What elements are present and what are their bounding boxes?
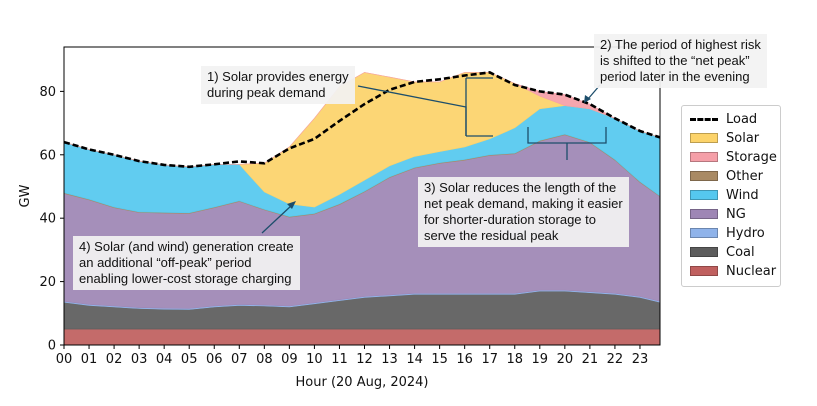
legend-label: Nuclear [726,263,777,279]
x-tick-label: 11 [331,352,348,367]
x-tick-label: 04 [156,352,173,367]
arrowhead-note4 [287,201,296,209]
legend-label: Wind [726,187,759,203]
legend-item-hydro: Hydro [690,224,765,242]
legend-item-solar: Solar [690,129,759,147]
arrow-note4 [261,204,293,234]
annotation-line: for shorter-duration storage to [424,212,596,227]
arrowhead-note2 [584,95,591,103]
annotation-storage: 3) Solar reduces the length of the net p… [418,177,629,247]
x-tick-label: 13 [381,352,398,367]
x-tick-label: 16 [456,352,473,367]
legend-item-storage: Storage [690,148,777,166]
legend-label: Storage [726,149,777,165]
x-tick-label: 05 [181,352,198,367]
x-tick-label: 00 [56,352,73,367]
annotation-off-peak: 4) Solar (and wind) generation create an… [73,236,300,290]
x-tick-label: 07 [231,352,248,367]
legend-item-ng: NG [690,205,746,223]
legend-swatch-coal [690,247,718,257]
y-axis-label: GW [18,184,33,207]
x-tick-label: 21 [582,352,599,367]
legend-label: Hydro [726,225,765,241]
x-tick-label: 09 [281,352,298,367]
legend-swatch-solar [690,133,718,143]
legend-label: Load [726,111,758,127]
x-tick-label: 15 [431,352,448,367]
annotation-line: 4) Solar (and wind) generation create [79,239,294,254]
annotation-line: enabling lower-cost storage charging [79,271,292,286]
y-tick-label: 0 [48,339,56,354]
x-tick-label: 20 [557,352,574,367]
legend-item-nuclear: Nuclear [690,262,776,280]
x-axis-ticks: 00 01 02 03 04 05 06 07 08 09 10 11 12 13 14 15 16 17 18 19… [56,345,649,367]
annotation-line: an additional “off-peak” period [79,255,252,270]
legend-item-other: Other [690,167,763,185]
annotation-line: during peak demand [207,85,326,100]
y-axis-ticks: 0 20 40 60 80 [39,85,64,354]
x-tick-label: 02 [106,352,123,367]
legend-item-coal: Coal [690,243,755,261]
legend-swatch-storage [690,152,718,162]
legend-swatch-other [690,171,718,181]
legend-swatch-ng [690,209,718,219]
legend-label: Other [726,168,763,184]
x-tick-label: 14 [406,352,423,367]
annotation-line: period later in the evening [600,69,750,84]
legend-swatch-load [690,117,718,121]
area-nuclear [63,328,661,346]
legend-label: Solar [726,130,760,146]
x-tick-label: 22 [607,352,624,367]
bracket-net-peak [527,127,607,160]
y-tick-label: 20 [39,275,56,290]
y-tick-label: 80 [39,85,56,100]
x-tick-label: 03 [131,352,148,367]
x-tick-label: 10 [306,352,323,367]
legend-label: NG [726,206,746,222]
x-tick-label: 12 [356,352,373,367]
annotation-line: 3) Solar reduces the length of the [424,180,617,195]
x-tick-label: 17 [481,352,498,367]
legend-swatch-nuclear [690,266,718,276]
load-line-group [63,71,661,169]
annotation-net-peak: 2) The period of highest risk is shifted… [594,34,767,88]
load-line [63,71,661,169]
bracket-solar [465,77,493,137]
x-axis-label: Hour (20 Aug, 2024) [296,375,429,390]
x-tick-label: 06 [206,352,223,367]
annotation-line: 1) Solar provides energy [207,69,349,84]
x-tick-label: 23 [632,352,649,367]
annotation-solar-peak: 1) Solar provides energy during peak dem… [201,66,355,104]
legend-item-load: Load [690,110,757,128]
y-tick-label: 60 [39,148,56,163]
annotation-leaders [261,77,607,234]
x-tick-label: 01 [81,352,98,367]
legend-label: Coal [726,244,755,260]
legend-swatch-hydro [690,228,718,238]
plot-frame [63,46,661,346]
legend-swatch-wind [690,190,718,200]
x-tick-label: 18 [506,352,523,367]
annotation-line: 2) The period of highest risk [600,37,761,52]
annotation-line: serve the residual peak [424,228,559,243]
annotation-line: net peak demand, making it easier [424,196,623,211]
annotation-line: is shifted to the “net peak” [600,53,750,68]
chart-legend: Load Solar Storage Other Wind NG Hydro C… [681,105,781,287]
x-tick-label: 08 [256,352,273,367]
legend-item-wind: Wind [690,186,759,204]
y-tick-label: 40 [39,212,56,227]
x-tick-label: 19 [532,352,549,367]
